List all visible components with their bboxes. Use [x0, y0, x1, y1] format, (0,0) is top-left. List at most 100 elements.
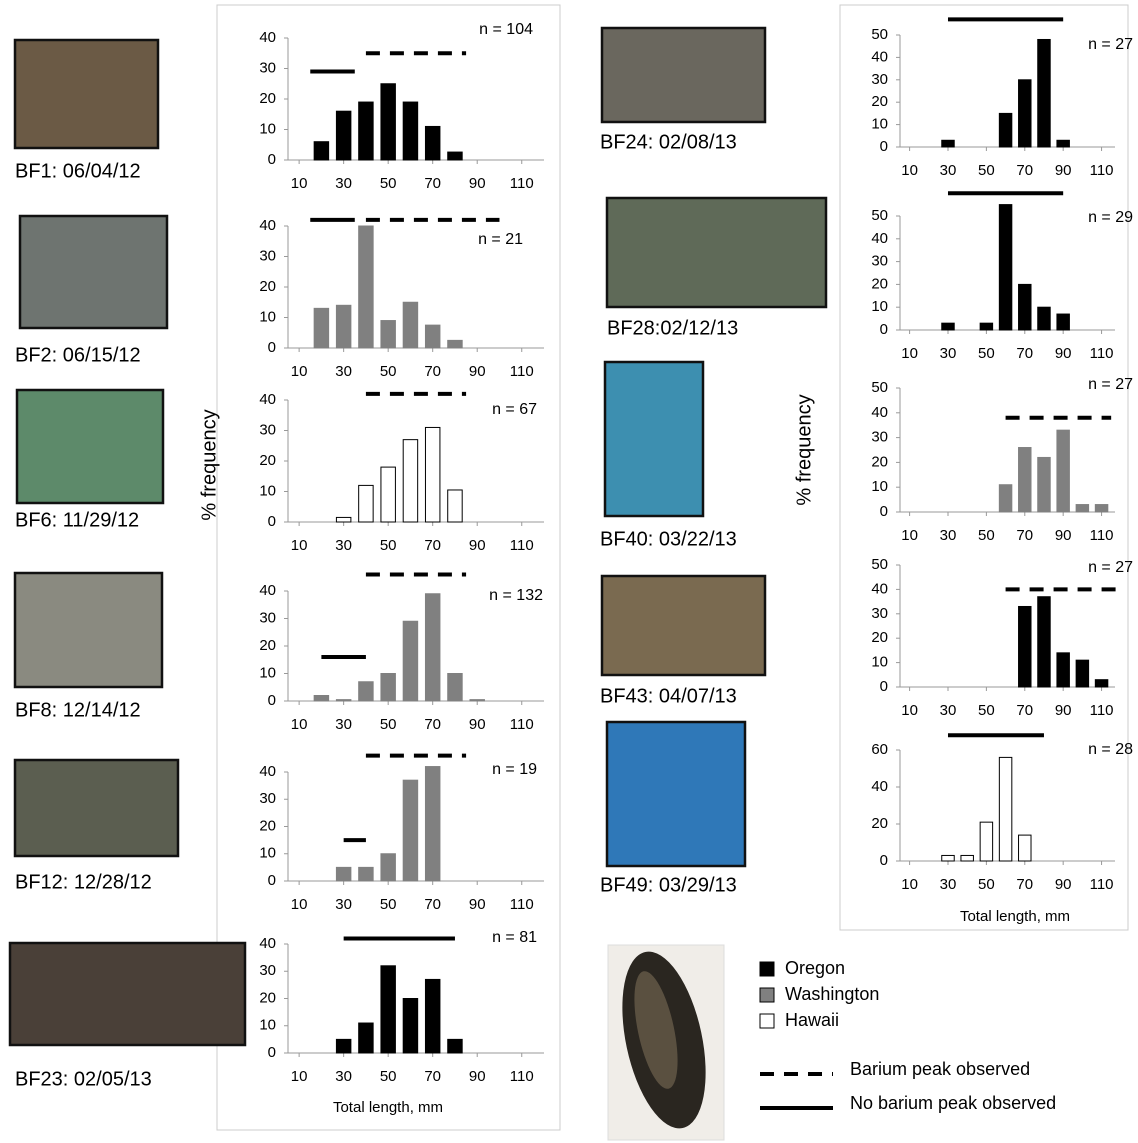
bar [1056, 652, 1070, 688]
bar [998, 204, 1013, 331]
bar [941, 854, 955, 862]
bar [380, 853, 396, 882]
photo [605, 720, 747, 868]
y-axis-label: % frequency [198, 409, 220, 520]
x-tick-label: 10 [291, 1068, 308, 1085]
legend-label: Oregon [785, 958, 845, 978]
photo [13, 571, 164, 689]
x-tick-label: 50 [978, 345, 995, 362]
x-tick-label: 10 [291, 537, 308, 554]
y-tick-label: 10 [871, 116, 888, 133]
x-tick-label: 110 [510, 1068, 534, 1085]
bar [1037, 306, 1051, 331]
y-tick-label: 20 [871, 815, 888, 832]
legend-swatch [759, 987, 775, 1003]
y-tick-label: 30 [259, 962, 276, 979]
photo-caption: BF49: 03/29/13 [600, 874, 737, 896]
y-tick-label: 10 [871, 654, 888, 671]
y-tick-label: 20 [259, 90, 276, 107]
right-panel-frame [839, 4, 1129, 931]
x-tick-label: 90 [1055, 527, 1072, 544]
x-tick-label: 30 [335, 175, 352, 192]
y-tick-label: 40 [871, 778, 888, 795]
y-tick-label: 0 [880, 321, 888, 338]
y-tick-label: 10 [259, 120, 276, 137]
photo-caption: BF2: 06/15/12 [15, 344, 141, 366]
x-tick-label: 90 [469, 537, 486, 554]
y-tick-label: 0 [268, 872, 276, 889]
y-tick-label: 40 [259, 763, 276, 780]
x-tick-label: 110 [1090, 702, 1114, 719]
x-tick-label: 50 [978, 702, 995, 719]
bar [941, 139, 955, 148]
x-tick-label: 10 [291, 175, 308, 192]
bar [402, 998, 419, 1054]
photo-caption: BF28:02/12/13 [607, 317, 738, 339]
sample-size: n = 27 [1088, 559, 1133, 576]
bar [424, 593, 441, 702]
sample-size: n = 104 [479, 21, 533, 38]
bar [380, 320, 396, 349]
photo-caption: BF12: 12/28/12 [15, 871, 152, 893]
photo-caption: BF1: 06/04/12 [15, 160, 141, 182]
x-tick-label: 50 [978, 876, 995, 893]
y-tick-label: 10 [259, 482, 276, 499]
sample-size: n = 27 [1088, 376, 1133, 393]
photo [605, 196, 828, 309]
x-tick-label: 30 [335, 896, 352, 913]
photo-caption: BF8: 12/14/12 [15, 699, 141, 721]
photo-caption: BF43: 04/07/13 [600, 685, 737, 707]
x-tick-label: 50 [380, 537, 397, 554]
bar [447, 151, 463, 161]
bar [998, 484, 1013, 513]
y-tick-label: 0 [880, 138, 888, 155]
legend-swatch [759, 961, 775, 977]
bar [1056, 313, 1070, 331]
bar [402, 101, 419, 161]
bar [335, 699, 352, 702]
left-panel-frame [216, 4, 561, 1131]
y-axis-label: % frequency [793, 394, 815, 505]
bar [424, 426, 441, 523]
x-tick-label: 30 [940, 702, 957, 719]
x-tick-label: 70 [1016, 876, 1033, 893]
x-tick-label: 50 [380, 363, 397, 380]
bar [335, 866, 352, 882]
x-axis-label: Total length, mm [333, 1099, 443, 1116]
y-tick-label: 30 [259, 609, 276, 626]
bar [979, 821, 994, 862]
bar [380, 965, 396, 1054]
photo-caption: BF24: 02/08/13 [600, 131, 737, 153]
y-tick-label: 10 [259, 845, 276, 862]
photo [15, 388, 165, 505]
x-tick-label: 110 [1090, 162, 1114, 179]
sample-size: n = 19 [492, 761, 537, 778]
bar [313, 141, 330, 161]
x-tick-label: 110 [510, 537, 534, 554]
bar [424, 766, 441, 882]
bar [335, 516, 352, 523]
y-tick-label: 20 [871, 93, 888, 110]
bar [941, 322, 955, 331]
bar [447, 489, 463, 523]
x-tick-label: 30 [335, 363, 352, 380]
x-tick-label: 30 [940, 345, 957, 362]
y-tick-label: 30 [871, 253, 888, 270]
y-tick-label: 40 [871, 404, 888, 421]
x-tick-label: 90 [469, 716, 486, 733]
bar [402, 439, 419, 523]
photo [600, 26, 767, 124]
bar [380, 466, 396, 523]
y-tick-label: 20 [259, 452, 276, 469]
bar [335, 304, 352, 349]
x-tick-label: 70 [1016, 702, 1033, 719]
y-tick-label: 40 [259, 391, 276, 408]
bar [313, 307, 330, 349]
x-tick-label: 30 [335, 537, 352, 554]
bar [358, 866, 374, 882]
y-tick-label: 10 [871, 478, 888, 495]
sample-size: n = 81 [492, 929, 537, 946]
bar [1018, 834, 1032, 862]
photo [18, 214, 169, 330]
bar [402, 779, 419, 882]
